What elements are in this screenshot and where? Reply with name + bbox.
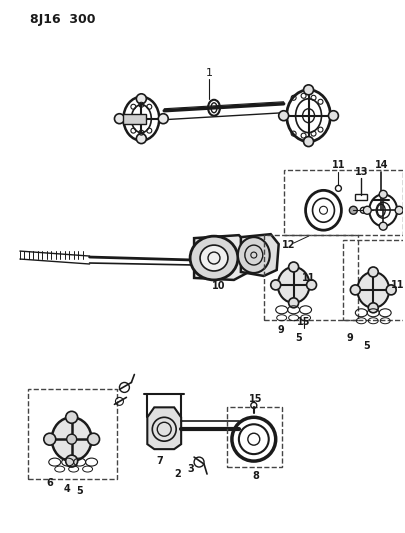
Polygon shape	[194, 235, 249, 280]
Circle shape	[304, 136, 313, 147]
Ellipse shape	[52, 417, 92, 461]
Text: 4: 4	[63, 484, 70, 494]
Text: 12: 12	[282, 240, 295, 250]
Bar	[355, 195, 367, 200]
Text: 11: 11	[302, 273, 315, 283]
Text: 3: 3	[188, 464, 194, 474]
Ellipse shape	[357, 272, 389, 308]
Circle shape	[289, 298, 298, 308]
Circle shape	[67, 434, 77, 444]
Circle shape	[379, 222, 387, 230]
Text: 5: 5	[295, 333, 302, 343]
Circle shape	[350, 206, 357, 214]
Bar	[284, 171, 403, 235]
Circle shape	[368, 303, 378, 313]
Text: 2: 2	[174, 469, 181, 479]
Bar	[227, 407, 282, 467]
Text: 11: 11	[332, 160, 345, 171]
Ellipse shape	[200, 245, 228, 271]
Ellipse shape	[238, 237, 270, 273]
Ellipse shape	[278, 267, 309, 303]
Polygon shape	[124, 114, 146, 124]
Circle shape	[395, 206, 403, 214]
Circle shape	[136, 94, 146, 104]
Text: 15: 15	[249, 394, 262, 405]
Bar	[343, 240, 405, 320]
Text: 5: 5	[76, 486, 83, 496]
Circle shape	[307, 280, 317, 290]
Text: 1: 1	[205, 68, 213, 78]
Text: 9: 9	[347, 333, 354, 343]
Text: 11: 11	[391, 280, 405, 290]
Circle shape	[279, 111, 289, 120]
Text: 13: 13	[354, 167, 368, 177]
Text: 8: 8	[252, 471, 259, 481]
Circle shape	[66, 411, 78, 423]
Text: 5: 5	[363, 341, 370, 351]
Circle shape	[304, 85, 313, 95]
Circle shape	[271, 280, 281, 290]
Circle shape	[136, 134, 146, 143]
Text: 14: 14	[375, 160, 388, 171]
Text: 10: 10	[212, 281, 226, 291]
Circle shape	[44, 433, 56, 445]
Polygon shape	[241, 234, 279, 276]
Text: 7: 7	[156, 456, 163, 466]
Circle shape	[328, 111, 339, 120]
Ellipse shape	[190, 236, 238, 280]
Text: 9: 9	[277, 325, 284, 335]
Bar	[264, 235, 358, 320]
Circle shape	[158, 114, 168, 124]
Text: 6: 6	[47, 478, 53, 488]
Circle shape	[350, 285, 360, 295]
Circle shape	[363, 206, 371, 214]
Circle shape	[66, 455, 78, 467]
Text: 8J16  300: 8J16 300	[30, 13, 95, 26]
Circle shape	[115, 114, 124, 124]
Bar	[28, 390, 117, 479]
Polygon shape	[147, 407, 181, 449]
Text: 15: 15	[297, 317, 310, 327]
Circle shape	[368, 267, 378, 277]
Circle shape	[87, 433, 100, 445]
Circle shape	[289, 262, 298, 272]
Circle shape	[379, 190, 387, 198]
Circle shape	[386, 285, 396, 295]
